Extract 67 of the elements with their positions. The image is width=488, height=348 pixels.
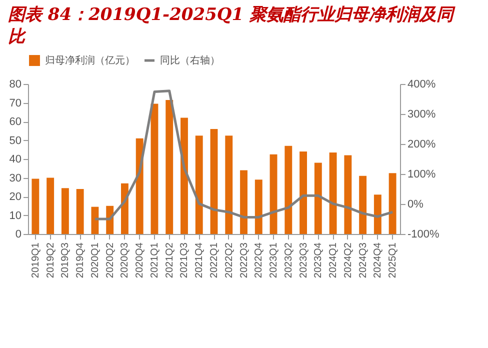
- x-tick-label: 2024Q4: [372, 242, 384, 278]
- x-tick-label: 2022Q2: [224, 242, 235, 278]
- bar: [359, 176, 367, 234]
- y-tick-label: 30: [9, 172, 22, 184]
- x-tick-label: 2023Q4: [313, 242, 324, 278]
- bar: [374, 194, 382, 234]
- x-tick-label: 2021Q3: [179, 242, 190, 278]
- x-tick-label: 2020Q3: [120, 242, 131, 278]
- y-tick-label: 40: [9, 154, 22, 166]
- y2-tick-label: 100%: [408, 168, 436, 180]
- bar: [32, 178, 40, 234]
- bar: [91, 206, 99, 234]
- x-tick-label: 2021Q1: [149, 242, 160, 278]
- bar: [314, 162, 322, 234]
- x-tick-label: 2020Q1: [90, 242, 101, 278]
- bar: [150, 104, 158, 234]
- y-tick-label: 0: [15, 228, 22, 240]
- y-tick-label: 10: [9, 210, 22, 222]
- y-tick-label: 20: [9, 191, 22, 203]
- x-tick-label: 2024Q1: [328, 242, 340, 278]
- y-tick-label: 80: [9, 78, 22, 90]
- y2-tick-label: -100%: [408, 228, 440, 240]
- x-tick-label: 2023Q3: [298, 242, 310, 278]
- x-tick-label: 2020Q4: [134, 242, 146, 278]
- bar: [46, 178, 54, 234]
- line-series: [94, 90, 394, 220]
- bar: [329, 152, 337, 234]
- bar: [61, 188, 69, 234]
- y2-tick-label: 400%: [408, 78, 436, 90]
- x-tick-label: 2019Q3: [60, 242, 72, 278]
- x-tick-label: 2021Q2: [164, 242, 176, 278]
- x-tick-label: 2022Q3: [238, 242, 250, 278]
- legend-label: 同比（右轴）: [160, 54, 220, 66]
- bar: [195, 136, 203, 234]
- x-tick-label: 2019Q4: [75, 242, 86, 278]
- x-tick-label: 2019Q2: [45, 242, 56, 278]
- bar: [388, 173, 396, 234]
- chart-title: 图表 84：2019Q1-2025Q1 聚氨酯行业归母净利润及同比: [7, 4, 456, 48]
- x-tick-label: 2022Q1: [209, 242, 220, 278]
- bar: [76, 189, 84, 234]
- y2-tick-label: 0%: [408, 198, 424, 210]
- bar: [121, 183, 128, 234]
- bar: [240, 170, 248, 234]
- x-tick-label: 2025Q1: [388, 242, 399, 278]
- y-tick-label: 70: [9, 97, 22, 110]
- bar: [344, 155, 352, 234]
- bar: [210, 129, 218, 234]
- y2-tick-label: 200%: [408, 138, 436, 150]
- legend-label: 归母净利润（亿元）: [45, 54, 135, 66]
- x-tick-label: 2023Q1: [268, 242, 280, 278]
- bar: [166, 100, 174, 234]
- bar: [284, 146, 292, 234]
- bar: [180, 118, 188, 234]
- x-tick-label: 2019Q1: [30, 242, 42, 278]
- bar: [300, 152, 307, 234]
- bar: [254, 180, 262, 234]
- bar: [270, 154, 278, 234]
- x-tick-label: 2022Q4: [254, 242, 265, 278]
- x-tick-label: 2023Q2: [283, 242, 294, 278]
- y-tick-label: 60: [9, 116, 22, 128]
- x-tick-label: 2024Q3: [358, 242, 369, 278]
- y-tick-label: 50: [9, 134, 22, 147]
- y2-tick-label: 300%: [408, 108, 436, 120]
- x-tick-label: 2021Q4: [194, 242, 206, 278]
- x-tick-label: 2020Q2: [104, 242, 116, 278]
- x-tick-label: 2024Q2: [342, 242, 354, 278]
- bar: [225, 136, 233, 234]
